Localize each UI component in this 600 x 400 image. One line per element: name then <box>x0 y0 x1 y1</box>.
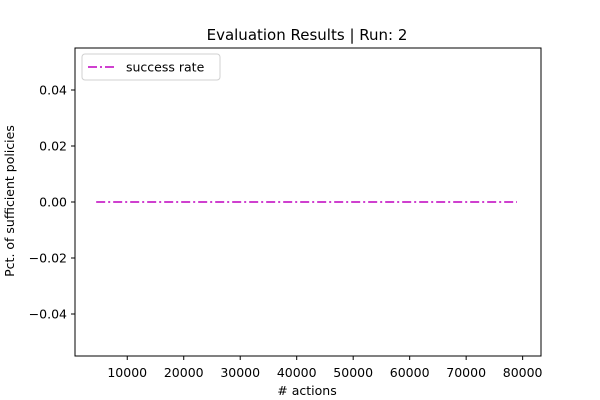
chart-title: Evaluation Results | Run: 2 <box>207 26 408 44</box>
x-tick-label: 60000 <box>390 365 430 380</box>
y-tick-label: −0.04 <box>29 307 67 322</box>
y-tick-label: 0.02 <box>39 139 67 154</box>
x-axis-label: # actions <box>277 383 336 398</box>
x-tick-label: 80000 <box>503 365 543 380</box>
y-axis: −0.04 −0.02 0.00 0.02 0.04 <box>29 83 75 322</box>
x-tick-label: 50000 <box>333 365 373 380</box>
legend-box <box>81 53 221 81</box>
y-axis-label: Pct. of sufficient policies <box>2 125 17 277</box>
x-tick-label: 40000 <box>277 365 317 380</box>
x-tick-label: 70000 <box>446 365 486 380</box>
y-tick-label: 0.04 <box>39 83 67 98</box>
legend: success rate <box>81 53 221 81</box>
x-tick-label: 20000 <box>164 365 204 380</box>
y-tick-label: 0.00 <box>39 195 67 210</box>
legend-label: success rate <box>126 60 205 75</box>
x-tick-label: 10000 <box>107 365 147 380</box>
y-tick-label: −0.02 <box>29 251 67 266</box>
x-axis: 10000 20000 30000 40000 50000 60000 70000 80000 <box>107 356 543 380</box>
x-tick-label: 30000 <box>220 365 260 380</box>
